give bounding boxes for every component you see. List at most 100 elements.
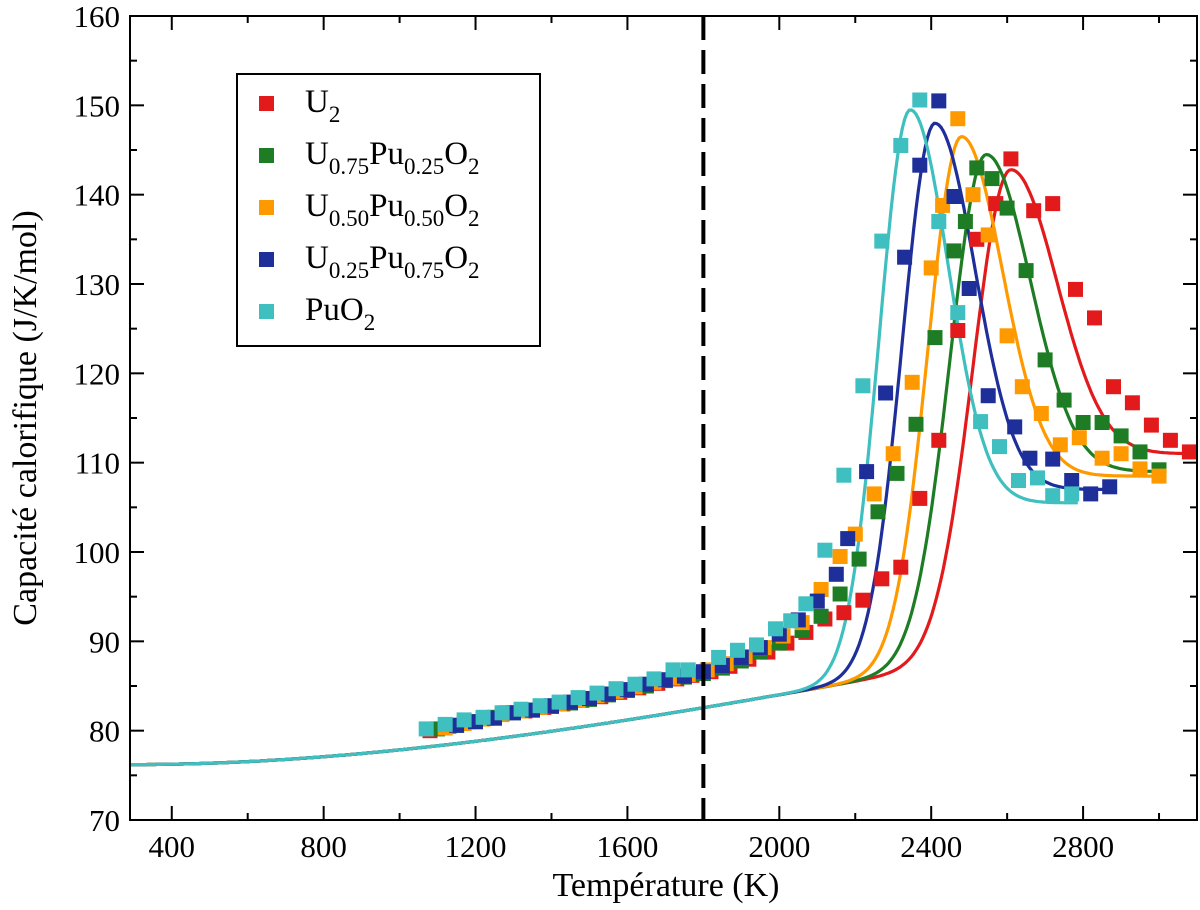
data-point-PuO2 <box>836 467 852 483</box>
data-point-PuO2 <box>513 701 529 717</box>
data-point-U0.75Pu0.25O2 <box>946 243 962 259</box>
y-tick-label: 70 <box>89 803 120 838</box>
data-point-U0.25Pu0.75O2 <box>878 385 894 401</box>
data-point-UO2 <box>1068 281 1083 297</box>
data-point-UO2 <box>1106 379 1121 395</box>
data-point-U0.75Pu0.25O2 <box>1018 263 1034 279</box>
data-point-PuO2 <box>1064 486 1080 502</box>
plot-area <box>130 16 1197 820</box>
data-point-U0.25Pu0.75O2 <box>1064 473 1080 488</box>
y-tick-label: 140 <box>74 178 121 213</box>
data-point-U0.25Pu0.75O2 <box>961 281 977 296</box>
data-point-U0.75Pu0.25O2 <box>1056 392 1072 408</box>
data-point-U0.50Pu0.50O2 <box>904 374 920 390</box>
data-point-UO2 <box>1162 432 1178 448</box>
y-tick-label: 90 <box>89 624 120 659</box>
data-point-PuO2 <box>680 662 696 678</box>
data-point-U0.25Pu0.75O2 <box>931 93 947 109</box>
axes: 400 800 1200 1600 2000 2400 2800 70 80 90 100 110 12… <box>74 0 1198 864</box>
data-point-PuO2 <box>798 596 814 612</box>
data-point-UO2 <box>912 490 928 506</box>
data-point-UO2 <box>1045 196 1061 212</box>
data-point-UO2 <box>950 323 966 338</box>
data-point-U0.50Pu0.50O2 <box>1071 430 1087 446</box>
legend-label: U0.75Pu0.25O2 <box>305 136 480 179</box>
data-point-U0.75Pu0.25O2 <box>927 330 943 346</box>
data-point-U0.50Pu0.50O2 <box>813 582 829 597</box>
data-point-PuO2 <box>532 698 548 714</box>
x-tick-label: 800 <box>300 829 347 864</box>
data-point-U0.75Pu0.25O2 <box>984 171 1000 187</box>
data-point-U0.50Pu0.50O2 <box>1094 450 1110 466</box>
data-point-PuO2 <box>589 685 605 701</box>
data-point-U0.25Pu0.75O2 <box>1007 419 1023 435</box>
data-point-PuO2 <box>437 716 453 732</box>
data-point-PuO2 <box>551 694 567 710</box>
data-point-UO2 <box>969 231 985 247</box>
legend-label: U2 <box>305 84 340 127</box>
x-tick-label: 2000 <box>748 829 810 864</box>
data-point-PuO2 <box>1011 473 1026 488</box>
data-point-U0.50Pu0.50O2 <box>965 187 981 203</box>
data-point-UO2 <box>1143 417 1159 433</box>
data-point-U0.75Pu0.25O2 <box>813 608 829 624</box>
data-point-U0.75Pu0.25O2 <box>999 200 1015 216</box>
legend-marker <box>259 252 274 267</box>
data-point-U0.75Pu0.25O2 <box>1113 428 1129 444</box>
data-point-U0.25Pu0.75O2 <box>1083 486 1099 502</box>
y-tick-label: 130 <box>74 267 121 302</box>
data-point-U0.50Pu0.50O2 <box>923 260 939 276</box>
x-tick-label: 400 <box>149 829 196 864</box>
legend-marker <box>259 200 274 215</box>
data-point-PuO2 <box>1030 470 1045 486</box>
y-tick-label: 160 <box>74 0 121 34</box>
data-point-PuO2 <box>1045 488 1061 504</box>
data-point-U0.25Pu0.75O2 <box>809 593 825 609</box>
legend-label: U0.50Pu0.50O2 <box>305 188 480 231</box>
data-point-U0.50Pu0.50O2 <box>1052 437 1068 453</box>
data-point-PuO2 <box>893 138 909 153</box>
data-point-U0.50Pu0.50O2 <box>885 446 901 462</box>
legend-marker <box>259 148 274 163</box>
data-point-PuO2 <box>456 712 472 728</box>
data-point-PuO2 <box>855 378 871 394</box>
data-point-PuO2 <box>494 705 510 721</box>
data-point-U0.25Pu0.75O2 <box>912 157 928 173</box>
data-point-PuO2 <box>711 649 727 665</box>
legend: U2 U0.75Pu0.25O2 U0.50Pu0.50O2 U0.25Pu0.75O… <box>236 73 541 347</box>
data-point-U0.25Pu0.75O2 <box>828 566 844 582</box>
data-point-PuO2 <box>730 642 745 658</box>
data-point-UO2 <box>988 196 1004 212</box>
y-axis-title: Capacité calorifique (J/K/mol) <box>7 210 44 625</box>
data-point-U0.50Pu0.50O2 <box>950 111 966 127</box>
data-point-U0.25Pu0.75O2 <box>946 189 962 204</box>
data-point-PuO2 <box>608 681 624 697</box>
data-point-U0.75Pu0.25O2 <box>1037 352 1053 368</box>
data-point-U0.25Pu0.75O2 <box>980 388 996 404</box>
data-point-U0.25Pu0.75O2 <box>1022 450 1038 466</box>
y-tick-label: 120 <box>74 356 121 391</box>
x-axis-title: Température (K) <box>553 867 780 904</box>
data-point-PuO2 <box>973 414 989 430</box>
data-point-U0.50Pu0.50O2 <box>935 197 951 213</box>
x-tick-label: 2800 <box>1052 829 1114 864</box>
data-point-U0.50Pu0.50O2 <box>832 549 848 564</box>
data-point-PuO2 <box>627 676 643 692</box>
data-point-U0.50Pu0.50O2 <box>1132 461 1148 477</box>
data-point-U0.75Pu0.25O2 <box>832 586 848 602</box>
data-point-U0.50Pu0.50O2 <box>999 328 1015 344</box>
data-point-PuO2 <box>749 637 764 653</box>
data-point-U0.75Pu0.25O2 <box>969 160 985 176</box>
data-point-PuO2 <box>768 621 783 637</box>
data-point-U0.50Pu0.50O2 <box>1014 379 1030 395</box>
data-point-U0.50Pu0.50O2 <box>1033 406 1049 421</box>
data-point-UO2 <box>1124 395 1140 411</box>
data-point-PuO2 <box>475 709 491 725</box>
data-point-UO2 <box>836 605 852 621</box>
fit-curve-PuO2 <box>130 108 1078 767</box>
y-tick-label: 150 <box>74 88 121 123</box>
legend-marker <box>259 96 274 111</box>
data-point-PuO2 <box>783 613 799 629</box>
data-point-U0.75Pu0.25O2 <box>870 504 886 520</box>
data-point-U0.50Pu0.50O2 <box>1151 468 1167 484</box>
